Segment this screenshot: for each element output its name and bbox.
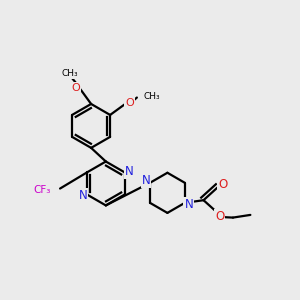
Text: O: O: [71, 82, 80, 93]
Text: CH₃: CH₃: [62, 69, 79, 78]
Text: O: O: [125, 98, 134, 108]
Text: N: N: [78, 189, 87, 202]
Text: N: N: [124, 165, 133, 178]
Text: CF₃: CF₃: [33, 185, 51, 195]
Text: N: N: [184, 198, 193, 211]
Text: N: N: [142, 174, 150, 187]
Text: CH₃: CH₃: [144, 92, 160, 101]
Text: O: O: [215, 210, 224, 223]
Text: O: O: [218, 178, 228, 191]
